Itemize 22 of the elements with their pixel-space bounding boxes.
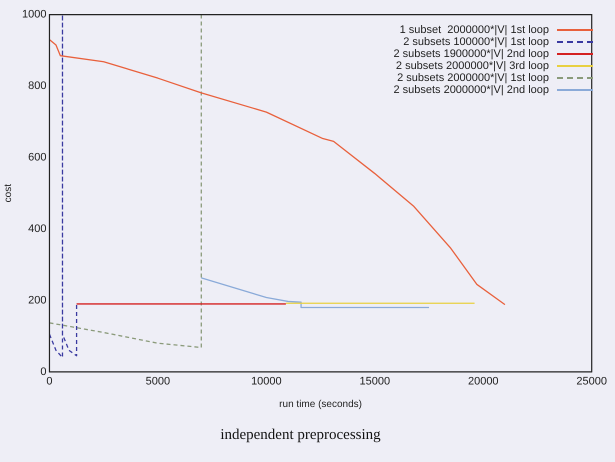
y-tick-label: 600 [28,152,46,164]
y-axis-title: cost [2,184,14,202]
line-series [49,14,202,348]
y-tick-label: 400 [28,222,46,235]
legend-label: 2 subsets 2000000*|V| 1st loop [397,72,549,84]
x-tick-label: 10000 [251,375,282,388]
x-tick-label: 15000 [360,375,390,388]
x-tick-label: 20000 [468,375,499,388]
legend-label: 2 subsets 2000000*|V| 3rd loop [396,60,549,72]
line-series [49,14,78,358]
x-tick-label: 25000 [576,375,608,388]
legend-label: 1 subset 2000000*|V| 1st loop [400,24,549,36]
legend-label: 2 subsets 100000*|V| 1st loop [403,36,549,48]
text: independent preprocessing [220,426,382,443]
legend-label: 2 subsets 1900000*|V| 2nd loop [393,48,549,60]
y-tick-label: 800 [28,80,46,92]
y-tick-label: 0 [40,366,46,378]
legend-label: 2 subsets 2000000*|V| 2nd loop [393,84,549,96]
y-tick-label: 1000 [22,8,46,21]
x-tick-label: 5000 [146,375,170,388]
x-axis-title: run time (seconds) [279,398,362,410]
y-tick-label: 200 [28,294,46,306]
